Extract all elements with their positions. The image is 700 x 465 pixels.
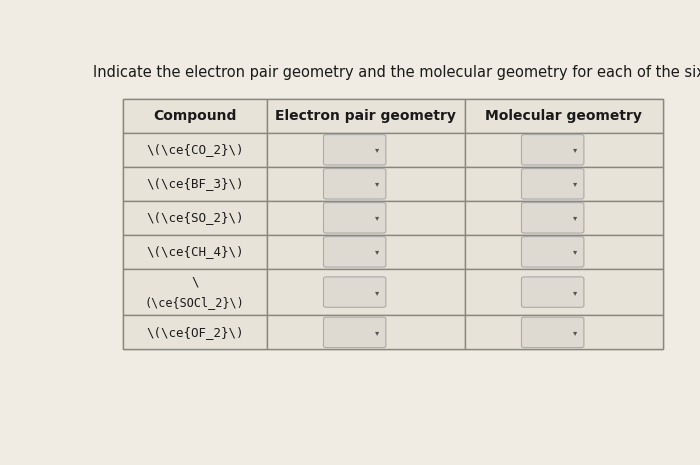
Text: Compound: Compound [153,109,237,123]
Text: ▾: ▾ [374,247,379,256]
Text: ▾: ▾ [573,145,577,154]
Text: \(\ce{CH_4}\): \(\ce{CH_4}\) [146,246,244,259]
Text: ▾: ▾ [573,213,577,222]
FancyBboxPatch shape [323,134,386,165]
Bar [122,99,663,349]
Bar [267,201,465,235]
FancyBboxPatch shape [522,277,584,307]
Text: ▾: ▾ [374,213,379,222]
Text: \(\ce{BF_3}\): \(\ce{BF_3}\) [146,177,244,190]
Text: (\ce{SOCl_2}\): (\ce{SOCl_2}\) [145,296,244,309]
Text: ▾: ▾ [573,247,577,256]
Bar [465,133,662,167]
FancyBboxPatch shape [522,317,584,348]
Bar [122,99,267,133]
Text: ▾: ▾ [573,288,577,297]
Text: ▾: ▾ [374,328,379,337]
Text: ▾: ▾ [374,179,379,188]
Text: \(\ce{SO_2}\): \(\ce{SO_2}\) [146,211,244,224]
FancyBboxPatch shape [522,134,584,165]
Text: ▾: ▾ [573,179,577,188]
Text: \(\ce{CO_2}\): \(\ce{CO_2}\) [146,143,244,156]
Bar [267,99,465,133]
Bar [267,167,465,201]
FancyBboxPatch shape [522,237,584,267]
Bar [465,99,662,133]
Text: Molecular geometry: Molecular geometry [485,109,642,123]
Bar [465,235,662,269]
FancyBboxPatch shape [522,203,584,233]
Text: ▾: ▾ [374,145,379,154]
Text: ▾: ▾ [573,328,577,337]
FancyBboxPatch shape [323,317,386,348]
Text: \: \ [191,275,198,288]
FancyBboxPatch shape [323,203,386,233]
Bar [465,269,662,315]
Bar [465,167,662,201]
FancyBboxPatch shape [323,237,386,267]
FancyBboxPatch shape [323,277,386,307]
Bar [122,167,267,201]
FancyBboxPatch shape [522,169,584,199]
Bar [122,235,267,269]
Bar [122,315,267,349]
Text: Electron pair geometry: Electron pair geometry [275,109,456,123]
FancyBboxPatch shape [323,169,386,199]
Text: \(\ce{OF_2}\): \(\ce{OF_2}\) [146,326,244,339]
Bar [267,315,465,349]
Bar [465,315,662,349]
Text: Indicate the electron pair geometry and the molecular geometry for each of the s: Indicate the electron pair geometry and … [93,65,700,80]
Bar [122,133,267,167]
Bar [122,269,267,315]
Bar [122,201,267,235]
Bar [267,133,465,167]
Bar [267,235,465,269]
Bar [465,201,662,235]
Bar [267,269,465,315]
Text: ▾: ▾ [374,288,379,297]
